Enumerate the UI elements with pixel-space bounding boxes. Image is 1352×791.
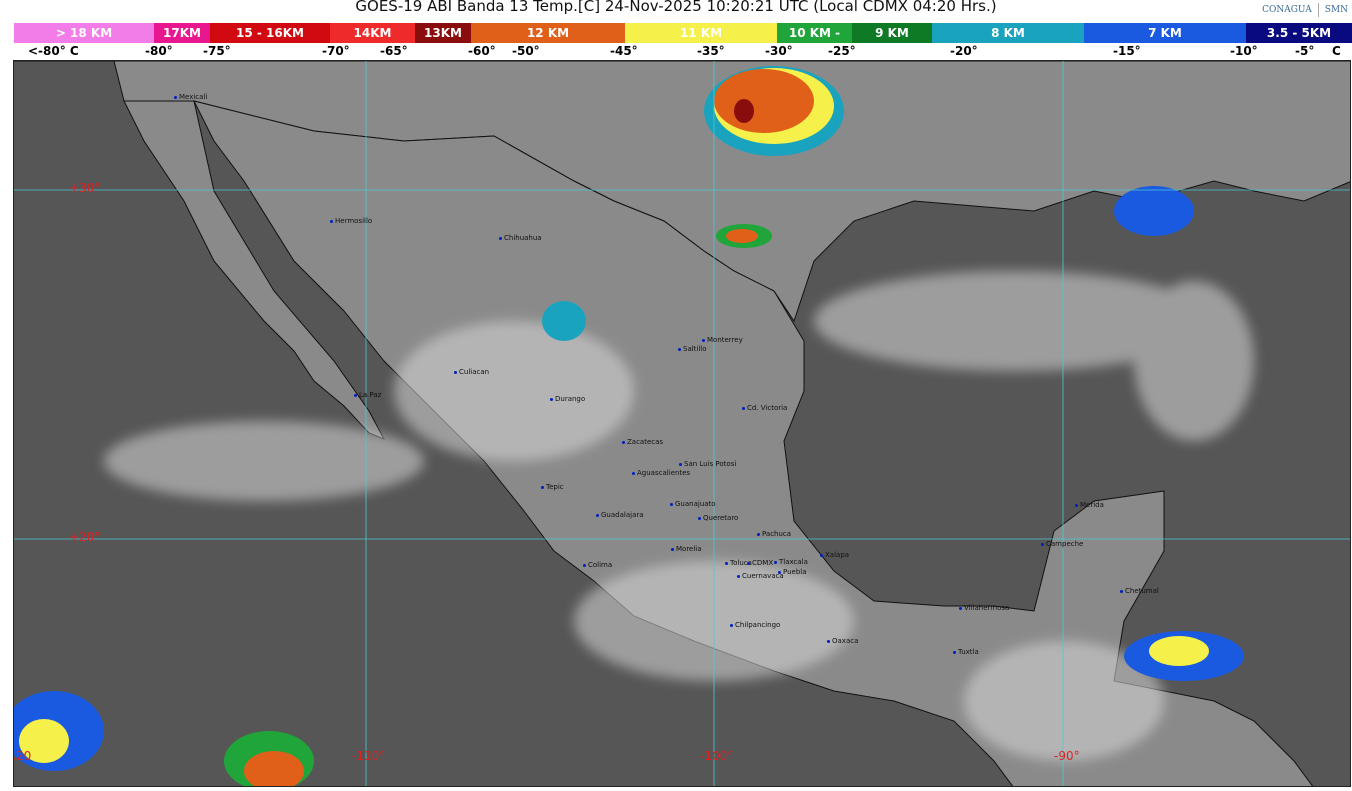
land (14, 61, 1350, 786)
longitude-label: -90° (1054, 749, 1080, 763)
temperature-tick: -20° (950, 44, 978, 58)
legend-band: 7 KM (1084, 23, 1246, 43)
latitude-label: +30° (69, 181, 101, 195)
longitude-label: -120 (14, 749, 32, 763)
temperature-tick: -50° (512, 44, 540, 58)
temperature-tick: -30° (765, 44, 793, 58)
legend-band: 12 KM (471, 23, 625, 43)
city-label: Colima (583, 561, 612, 569)
longitude-label: -100° (700, 749, 734, 763)
temperature-tick: -35° (697, 44, 725, 58)
city-label: Aguascalientes (632, 469, 690, 477)
legend-band: 10 KM - (777, 23, 852, 43)
city-label: San Luis Potosi (679, 460, 736, 468)
smn-logo: SMN (1324, 5, 1348, 15)
logo-divider (1317, 3, 1319, 17)
city-label: La Paz (354, 391, 381, 399)
legend-band: 14KM (330, 23, 415, 43)
cloud-cover (104, 271, 1254, 761)
city-label: Durango (550, 395, 585, 403)
city-label: Tuxtla (953, 648, 979, 656)
conagua-logo: CONAGUA (1262, 5, 1312, 15)
temperature-tick: -15° (1113, 44, 1141, 58)
city-label: Toluca (725, 559, 752, 567)
city-label: Culiacan (454, 368, 489, 376)
temperature-tick: C (1332, 44, 1341, 58)
city-label: Cuernavaca (737, 572, 784, 580)
legend-band: > 18 KM (14, 23, 154, 43)
color-scale-legend: > 18 KM 17KM 15 - 16KM 14KM 13KM 12 KM 11 KM 10… (14, 23, 1352, 43)
logos: CONAGUA SMN (1262, 3, 1348, 17)
convective-clouds (14, 66, 1244, 786)
latitude-label: +20° (69, 530, 101, 544)
city-label: Monterrey (702, 336, 743, 344)
city-label: Saltillo (678, 345, 707, 353)
city-label: Chilpancingo (730, 621, 780, 629)
city-label: Campeche (1041, 540, 1083, 548)
city-label: Mexicali (174, 93, 207, 101)
temperature-tick: -65° (380, 44, 408, 58)
city-label: Hermosillo (330, 217, 372, 225)
graticule (14, 61, 1350, 786)
legend-band: 3.5 - 5KM (1246, 23, 1352, 43)
city-label: Zacatecas (622, 438, 663, 446)
city-label: Tlaxcala (774, 558, 808, 566)
temperature-tick: -25° (828, 44, 856, 58)
city-label: Oaxaca (827, 637, 858, 645)
legend-band: 17KM (154, 23, 210, 43)
temperature-tick: -45° (610, 44, 638, 58)
city-label: Puebla (778, 568, 807, 576)
legend-band: 11 KM (625, 23, 777, 43)
legend-band: 15 - 16KM (210, 23, 330, 43)
legend-band: 13KM (415, 23, 471, 43)
city-label: Chihuahua (499, 234, 542, 242)
city-label: CDMX (747, 559, 773, 567)
temperature-tick: <-80° C (28, 44, 79, 58)
temperature-tick: -75° (203, 44, 231, 58)
city-label: Xalapa (820, 551, 849, 559)
map-graphics (14, 61, 1350, 786)
satellite-map[interactable]: +30° +20° -120 -110° -100° -90° Mexicali… (13, 60, 1351, 787)
temperature-tick: -60° (468, 44, 496, 58)
temperature-tick: -5° (1295, 44, 1315, 58)
temperature-tick: -80° (145, 44, 173, 58)
legend-band: 8 KM (932, 23, 1084, 43)
city-label: Chetumal (1120, 587, 1159, 595)
city-label: Cd. Victoria (742, 404, 787, 412)
image-title: GOES-19 ABI Banda 13 Temp.[C] 24-Nov-202… (355, 0, 997, 15)
temperature-scale: <-80° C -80° -75° -70° -65° -60° -50° -45° -35° -… (0, 44, 1352, 60)
city-label: Merida (1075, 501, 1104, 509)
legend-band: 9 KM (852, 23, 932, 43)
baja-california (123, 100, 386, 440)
city-label: Guadalajara (596, 511, 644, 519)
city-label: Pachuca (757, 530, 791, 538)
city-label: Queretaro (698, 514, 738, 522)
city-label: Morelia (671, 545, 702, 553)
city-label: Tepic (541, 483, 564, 491)
city-label: Guanajuato (670, 500, 716, 508)
temperature-tick: -10° (1230, 44, 1258, 58)
temperature-tick: -70° (322, 44, 350, 58)
longitude-label: -110° (352, 749, 386, 763)
city-label: Villahermosa (959, 604, 1009, 612)
